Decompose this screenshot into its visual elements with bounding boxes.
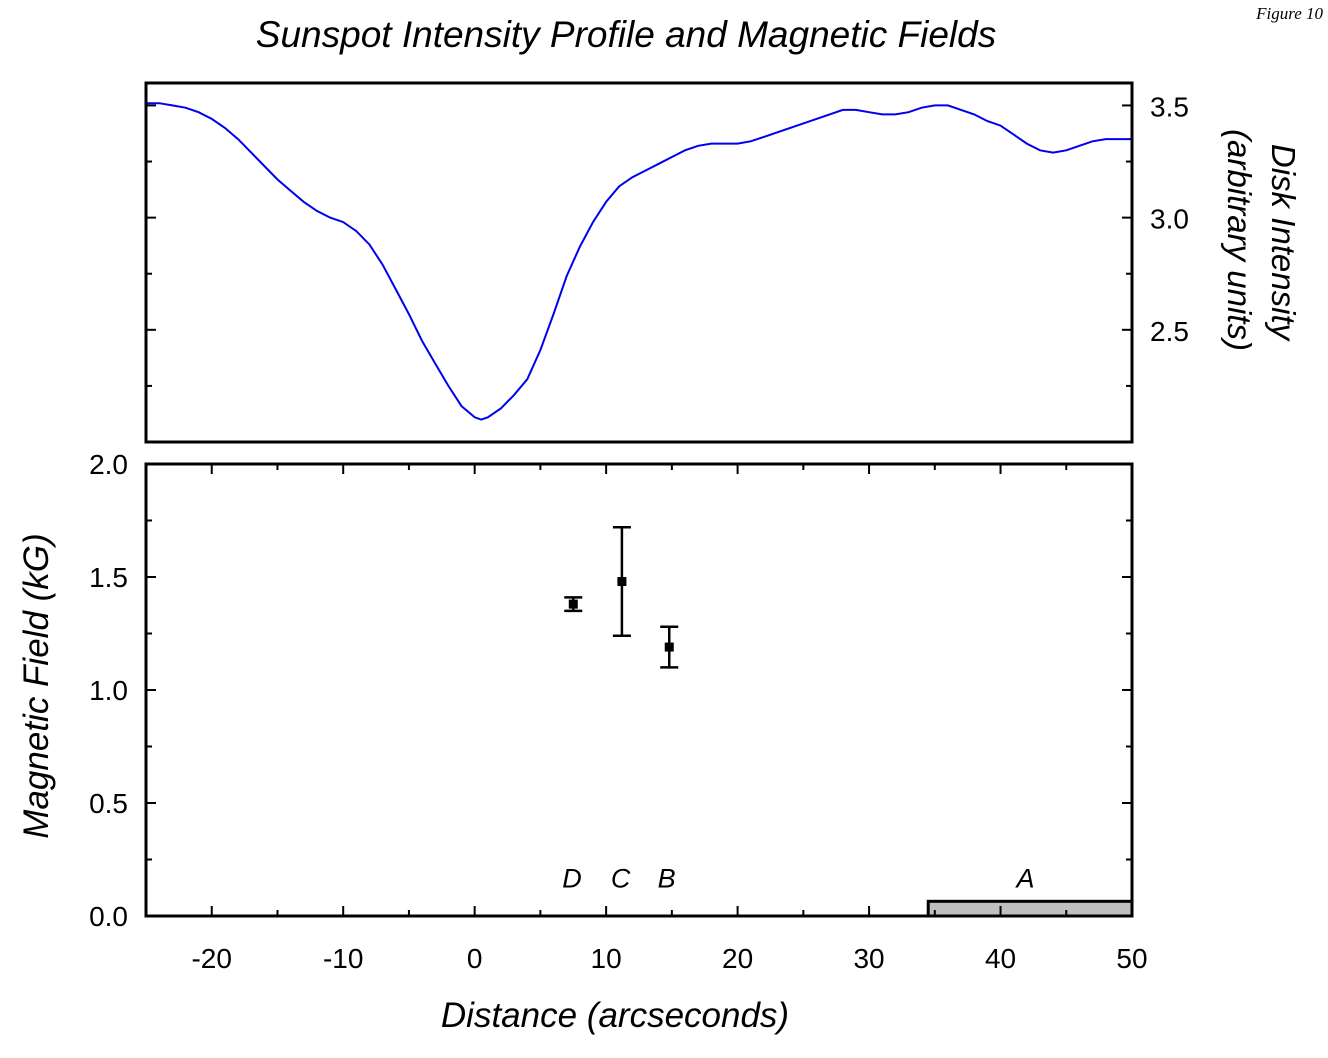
magnetic-y-tick-label: 0.5 <box>89 788 128 819</box>
distance-x-tick-label: 50 <box>1116 943 1147 974</box>
magnetic-y-tick-label: 1.0 <box>89 675 128 706</box>
intensity-line <box>146 102 1132 421</box>
data-point-marker <box>664 642 674 652</box>
chart-title: Sunspot Intensity Profile and Magnetic F… <box>255 14 997 55</box>
intensity-ylabel: Disk Intensity <box>1265 144 1302 343</box>
data-point-marker <box>617 577 627 587</box>
region-annotation-a: A <box>1015 864 1035 894</box>
intensity-y-tick-label: 3.0 <box>1150 204 1189 235</box>
figure-label: Figure 10 <box>1256 4 1323 23</box>
distance-x-tick-label: -10 <box>323 943 363 974</box>
magnetic-y-tick-label: 0.0 <box>89 901 128 932</box>
intensity-y-tick-label: 2.5 <box>1150 316 1189 347</box>
intensity-y-tick-label: 3.5 <box>1150 91 1189 122</box>
magnetic-y-tick-label: 1.5 <box>89 562 128 593</box>
region-a-bar <box>926 899 1134 918</box>
region-annotation-c: C <box>611 864 631 894</box>
distance-x-tick-label: 0 <box>467 943 483 974</box>
magnetic-y-tick-label: 2.0 <box>89 449 128 480</box>
region-annotation-d: D <box>562 864 582 894</box>
data-point-marker <box>568 599 578 609</box>
intensity-panel: 2.5 3.0 3.5 Disk Intensity (arbitrary unit… <box>144 81 1302 444</box>
distance-x-tick-label: 10 <box>591 943 622 974</box>
distance-xlabel: Distance (arcseconds) <box>441 996 789 1035</box>
region-annotation-b: B <box>658 864 676 894</box>
intensity-plot-frame <box>144 81 1134 444</box>
distance-x-tick-label: 30 <box>853 943 884 974</box>
distance-x-tick-label: 40 <box>985 943 1016 974</box>
distance-x-tick-label: -20 <box>191 943 231 974</box>
magnetic-plot-frame <box>144 462 1134 918</box>
intensity-ylabel-units: (arbitrary units) <box>1221 129 1258 351</box>
magnetic-ylabel: Magnetic Field (kG) <box>17 533 56 838</box>
distance-x-tick-label: 20 <box>722 943 753 974</box>
